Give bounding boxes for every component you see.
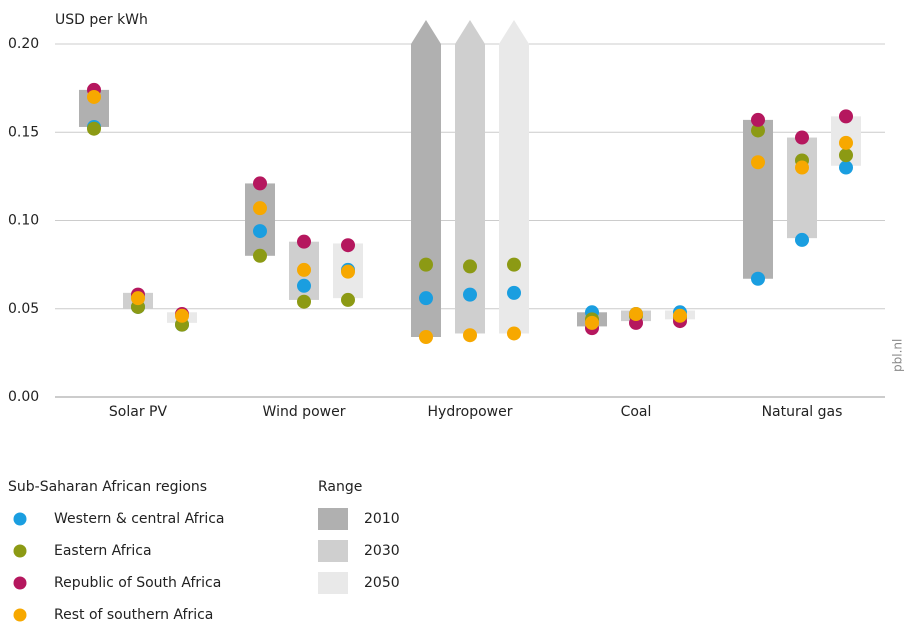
dot bbox=[629, 307, 643, 322]
y-tick-label: 0.05 bbox=[8, 301, 39, 317]
legend-dot bbox=[13, 512, 27, 526]
dot bbox=[463, 328, 477, 343]
range-arrow bbox=[411, 20, 441, 44]
range-bar bbox=[787, 137, 817, 239]
y-tick-label: 0.20 bbox=[8, 36, 39, 52]
dot bbox=[507, 285, 521, 300]
dot bbox=[253, 176, 267, 191]
x-tick-label: Natural gas bbox=[762, 404, 843, 420]
dot bbox=[253, 224, 267, 239]
y-axis-label: USD per kWh bbox=[55, 12, 148, 28]
range-bar bbox=[499, 44, 529, 334]
dot bbox=[463, 259, 477, 274]
dot bbox=[87, 121, 101, 136]
legend-swatch bbox=[318, 572, 348, 594]
x-tick-label: Hydropower bbox=[428, 404, 513, 420]
dot bbox=[341, 292, 355, 307]
dot bbox=[419, 257, 433, 272]
dot bbox=[297, 294, 311, 309]
dot bbox=[795, 232, 809, 247]
range-bar bbox=[245, 183, 275, 256]
dot bbox=[751, 271, 765, 286]
range-bar bbox=[411, 44, 441, 337]
y-tick-label: 0.10 bbox=[8, 213, 39, 229]
legend-swatch bbox=[318, 540, 348, 562]
legend-title: Sub-Saharan African regions bbox=[8, 479, 207, 495]
dot bbox=[419, 291, 433, 306]
dot bbox=[253, 248, 267, 263]
legend-swatch bbox=[318, 508, 348, 530]
dot bbox=[463, 287, 477, 302]
range-bar bbox=[455, 44, 485, 334]
dot bbox=[297, 234, 311, 249]
legend-label: 2030 bbox=[364, 543, 400, 559]
legend-label: 2010 bbox=[364, 511, 400, 527]
dot bbox=[839, 160, 853, 175]
y-tick-label: 0.15 bbox=[8, 124, 39, 140]
dot bbox=[839, 135, 853, 150]
legend-label: Republic of South Africa bbox=[54, 575, 221, 591]
dot bbox=[507, 326, 521, 341]
y-tick-label: 0.00 bbox=[8, 389, 39, 405]
dot bbox=[795, 160, 809, 175]
legend-dot bbox=[13, 544, 27, 558]
dot bbox=[297, 262, 311, 277]
dot bbox=[131, 291, 145, 306]
dot bbox=[751, 112, 765, 127]
dot bbox=[87, 89, 101, 104]
dot bbox=[341, 264, 355, 279]
dot bbox=[673, 308, 687, 323]
dot bbox=[751, 155, 765, 170]
dot bbox=[795, 130, 809, 145]
dot bbox=[253, 201, 267, 216]
legend-dot bbox=[13, 608, 27, 622]
dot bbox=[297, 278, 311, 293]
legend-label: Rest of southern Africa bbox=[54, 607, 213, 623]
source: pbl.nl bbox=[891, 339, 904, 372]
dot bbox=[585, 315, 599, 330]
range-arrow bbox=[499, 20, 529, 44]
dot bbox=[341, 238, 355, 253]
dot bbox=[507, 257, 521, 272]
dot bbox=[175, 308, 189, 323]
legend-label: Eastern Africa bbox=[54, 543, 152, 559]
range-bar bbox=[743, 119, 773, 279]
legend-label: 2050 bbox=[364, 575, 400, 591]
dot bbox=[751, 123, 765, 138]
dot bbox=[839, 148, 853, 163]
dot bbox=[419, 329, 433, 344]
legend-dot bbox=[13, 576, 27, 590]
x-tick-label: Coal bbox=[621, 404, 652, 420]
x-tick-label: Wind power bbox=[263, 404, 346, 420]
x-tick-label: Solar PV bbox=[109, 404, 168, 420]
legend-label: Western & central Africa bbox=[54, 511, 225, 527]
legend-title: Range bbox=[318, 479, 362, 495]
dot bbox=[839, 109, 853, 124]
range-arrow bbox=[455, 20, 485, 44]
